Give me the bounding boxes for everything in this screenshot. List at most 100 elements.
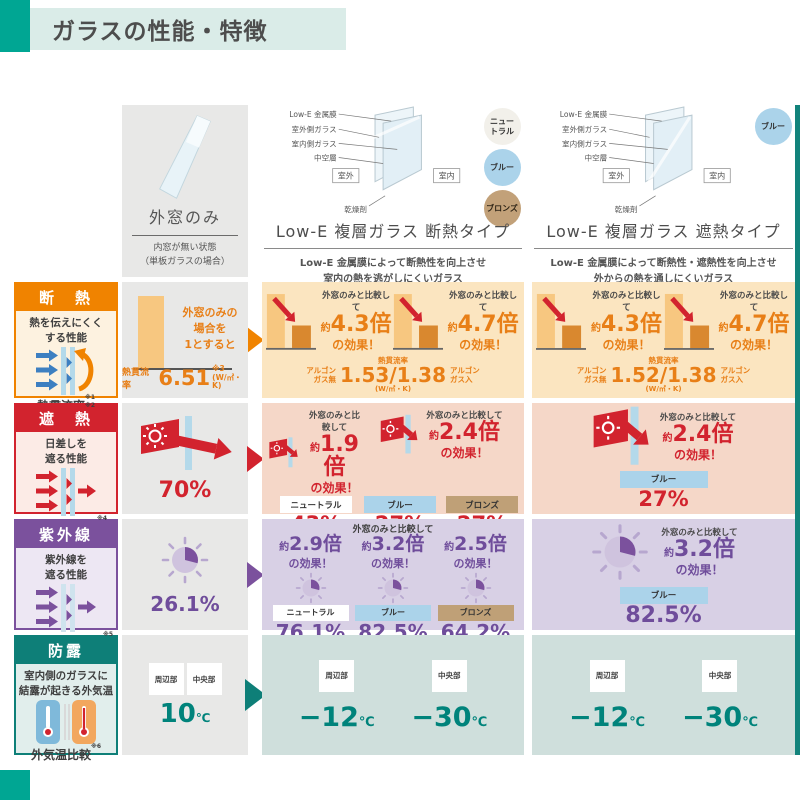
- u-value-group: 熱貫流率 1.52/1.38 (W/㎡・K): [610, 356, 717, 393]
- baseline-bar: [138, 296, 164, 368]
- glass-color-badge-bronze: ブロンズ: [437, 604, 514, 621]
- diagram-label-outer-glass: 室外側ガラス: [292, 124, 337, 134]
- cell-shading-baseline: 70%: [122, 403, 248, 514]
- diagram-label-outside: 室外: [338, 171, 354, 181]
- temperature-value: −30℃: [682, 701, 758, 733]
- page-edge-rule: [795, 105, 800, 755]
- shield-column-title: Low-E 複層ガラス 遮熱タイプ: [534, 218, 793, 249]
- diagram-label-air-layer: 中空層: [585, 152, 608, 162]
- sun-arrow-through-glass-icon: [141, 416, 232, 470]
- bar-drop-chart-icon: [663, 293, 714, 350]
- row-title-insulation: 断 熱: [16, 284, 116, 311]
- compare-label: 外窓のみと比較して: [322, 291, 391, 313]
- factor-value: 約4.7倍: [718, 312, 790, 337]
- comparison-item: 約3.2倍 の効果！ ブルー 82.5%: [355, 533, 431, 643]
- page-header: ガラスの性能・特徴: [30, 8, 346, 50]
- effect-label: の効果！: [729, 338, 778, 353]
- diagram-label-inside: 室内: [709, 171, 725, 181]
- compare-label: 外窓のみと比較して: [352, 525, 434, 535]
- effect-label: の効果！: [370, 556, 415, 570]
- comparison-item: 外窓のみと比較して 約4.7倍 の効果！: [663, 289, 792, 353]
- compare-label: 外窓のみと比較して: [719, 291, 788, 313]
- icon-wrap: [34, 345, 98, 397]
- diagram-area: Low-E 金属膜 室外側ガラス 室内側ガラス 中空層 乾燥剤 室外 室内 ニュ…: [262, 105, 524, 227]
- icon-wrap: [34, 582, 98, 634]
- comparison-top: 外窓のみと比較して 約3.2倍 の効果！: [589, 521, 738, 583]
- arrow-right-icon: [244, 679, 266, 711]
- comparison-text: 約2.9倍 の効果！: [279, 534, 342, 571]
- u-value-group: 熱貫流率 1.53/1.38 (W/㎡・K): [340, 356, 446, 393]
- uv-block-icon: [36, 584, 96, 633]
- arrow-right-icon: [246, 327, 264, 353]
- factor-value: 約4.3倍: [320, 312, 392, 337]
- diagram-label-metal: Low-E 金属膜: [289, 109, 337, 119]
- color-swatch-list: ブルー: [751, 105, 795, 218]
- arrow-right-icon: [246, 445, 264, 472]
- temperature-value: −12℃: [298, 701, 375, 733]
- u-value-unit-text: (W/㎡・K): [374, 384, 412, 393]
- effect-label: の効果！: [459, 338, 508, 353]
- sun-pie-icon: [161, 536, 209, 583]
- u-value-comparison: アルゴン ガス無 熱貫流率 1.52/1.38 (W/㎡・K) アルゴン ガス入: [536, 356, 791, 394]
- comparison-text: 外窓のみと比較して 約4.3倍 の効果！: [319, 289, 393, 353]
- glass-comparison-table: 外窓のみ 内窓が無い状態 （単板ガラスの場合） Low-E 金属膜 室外側ガラス…: [14, 105, 795, 762]
- baseline-note: 外窓のみの 場合を 1とすると: [182, 306, 238, 351]
- comparison-text: 外窓のみと比較して 約4.7倍 の効果！: [717, 289, 791, 353]
- percent-value: 82.5%: [625, 602, 702, 628]
- column-header-baseline: 外窓のみ 内窓が無い状態 （単板ガラスの場合）: [122, 105, 248, 277]
- factor-value: 約3.2倍: [664, 536, 735, 562]
- thermometer-comparison-icon: [36, 700, 96, 745]
- sun-deflected-arrow-icon: [269, 436, 298, 467]
- comparison-text: 約3.2倍 の効果！: [361, 533, 425, 571]
- temperature-group-center: 中央部 −30℃: [411, 659, 487, 731]
- u-value-number: 1.52/1.38: [610, 362, 717, 387]
- comparison-item: 約2.5倍 の効果！ ブロンズ 64.2%: [437, 533, 514, 643]
- sun-pie-icon: [460, 572, 491, 604]
- badge-value-pair: ブルー 27%: [619, 470, 708, 511]
- page-title: ガラスの性能・特徴: [52, 19, 268, 45]
- metric-note: ※6: [91, 743, 102, 751]
- baseline-u-value: 熱貫流率 6.51 ※3 (W/㎡・K): [122, 364, 248, 391]
- factor-value: 約2.5倍: [444, 533, 507, 555]
- metric-note: ※5: [103, 631, 114, 639]
- row-title-shading: 遮 熱: [16, 405, 116, 432]
- u-value-unit-text: (W/㎡・K): [645, 384, 682, 393]
- factor-value: 約2.4倍: [662, 421, 734, 447]
- bar-drop-chart-icon: [536, 293, 587, 350]
- baseline-bar-chart: 外窓のみの 場合を 1とすると: [122, 292, 248, 370]
- bar-drop-chart-icon: [393, 294, 444, 350]
- diagram-label-inner-glass: 室内側ガラス: [562, 138, 607, 148]
- effect-label: の効果！: [453, 556, 498, 570]
- comparison-text: 外窓のみと比較して 約3.2倍 の効果！: [661, 526, 737, 578]
- u-value-note: ※3: [212, 364, 225, 374]
- effect-label: の効果！: [602, 338, 651, 353]
- position-badge-center: 中央部: [186, 663, 222, 695]
- sun-heat-block-icon: [36, 468, 96, 517]
- position-badge-center: 中央部: [431, 659, 467, 692]
- row-label-insulation: 断 熱 熱を伝えにくく する性能 熱貫流率※1 ※2: [14, 282, 118, 413]
- diagram-label-air-layer: 中空層: [314, 152, 337, 162]
- factor-value: 約4.3倍: [591, 312, 662, 337]
- effect-label: の効果！: [288, 556, 333, 570]
- diagram-area: Low-E 金属膜 室外側ガラス 室内側ガラス 中空層 乾燥剤 室外 室内 ブル…: [532, 105, 795, 218]
- cell-uv-baseline: 26.1%: [122, 519, 248, 630]
- comparison-top: 外窓のみと比較して 約2.4倍 の効果！: [379, 409, 503, 461]
- insulation-column-title: Low-E 複層ガラス 断熱タイプ: [264, 218, 522, 249]
- factor-value: 約3.2倍: [361, 533, 425, 555]
- glass-color-badge-blue: ブルー: [619, 586, 708, 604]
- row-label-shading: 遮 熱 日差しを 遮る性能 日射熱取得率※4: [14, 403, 118, 534]
- comparison-items: 外窓のみと比較して 約4.3倍 の効果！ 外窓のみと比較して 約4.7倍 の効果…: [536, 287, 791, 357]
- diagram-label-outer-glass: 室外側ガラス: [562, 124, 607, 134]
- argon-gas-with-label: アルゴン ガス入: [720, 365, 751, 384]
- insulation-column-desc: Low-E 金属膜によって断熱性を向上させ 室内の熱を逃がしにくいガラス: [299, 258, 487, 285]
- color-swatch-neutral: ニュー トラル: [483, 108, 521, 145]
- compare-label: 外窓のみと比較して: [661, 527, 738, 538]
- effect-label: の効果！: [440, 446, 489, 461]
- column-header-shield-type: Low-E 金属膜 室外側ガラス 室内側ガラス 中空層 乾燥剤 室外 室内 ブル…: [532, 105, 795, 285]
- double-glazing-diagram: Low-E 金属膜 室外側ガラス 室内側ガラス 中空層 乾燥剤 室外 室内: [269, 106, 461, 214]
- cell-shading-lowE-dannetsu: 外窓のみと比較して 約1.9倍 の効果！ ニュートラル 43%: [262, 403, 524, 536]
- row-desc-shading: 日差しを 遮る性能: [45, 438, 87, 465]
- sun-deflected-arrow-icon: [381, 414, 418, 454]
- position-badges: 周辺部 中央部: [148, 663, 222, 695]
- color-swatch-bronze: ブロンズ: [483, 190, 521, 227]
